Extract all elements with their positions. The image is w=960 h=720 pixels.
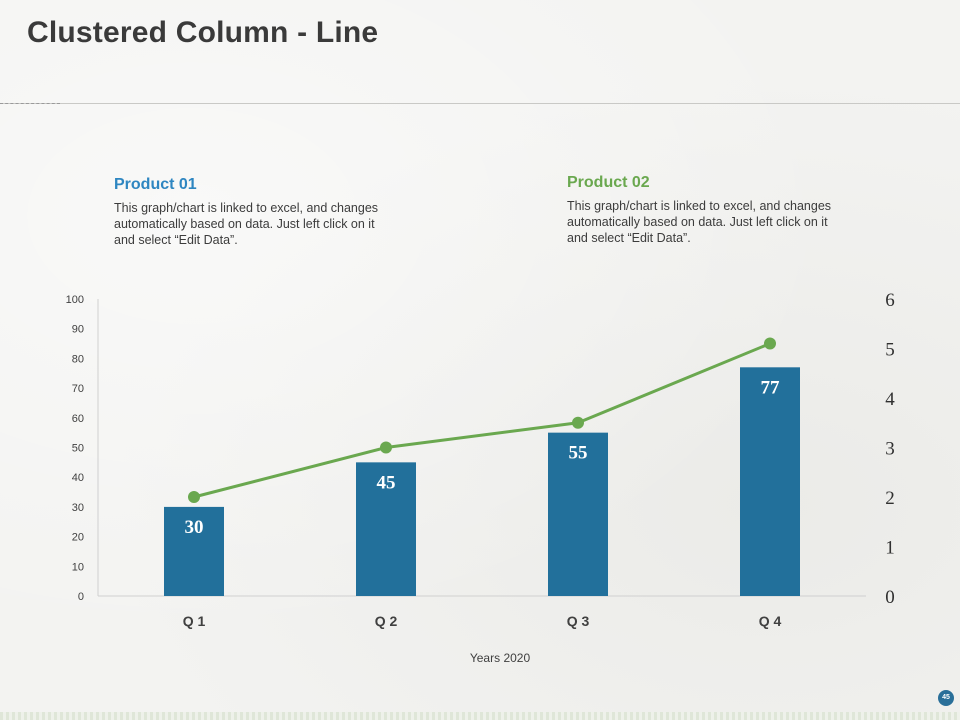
primary-axis-tick-label: 50 [72,443,84,455]
product-02-description: This graph/chart is linked to excel, and… [567,199,832,245]
bar [548,432,608,596]
secondary-axis-tick-label: 0 [885,587,895,608]
slide-title: Clustered Column - Line [27,16,379,49]
footer-strip [0,712,960,720]
bar [740,367,800,596]
category-tick-label: Q 3 [567,613,590,629]
bar-data-label: 77 [761,377,781,398]
x-axis-title: Years 2020 [470,651,531,665]
page-number-badge: 45 [938,690,954,706]
secondary-axis-tick-label: 3 [885,439,895,460]
product-01-block: Product 01 This graph/chart is linked to… [114,176,394,248]
category-tick-label: Q 4 [759,613,782,629]
line-point [572,416,584,429]
bar-data-label: 30 [185,517,204,538]
primary-axis-tick-label: 40 [72,472,84,484]
line-point [764,337,776,350]
primary-axis-tick-label: 10 [72,561,84,573]
product-01-description: This graph/chart is linked to excel, and… [114,201,379,247]
primary-axis-tick-label: 80 [72,353,84,365]
secondary-axis-tick-label: 5 [885,340,895,361]
title-divider [0,103,960,104]
category-tick-label: Q 2 [375,613,398,629]
category-tick-label: Q 1 [183,613,206,629]
line-point [380,441,392,454]
primary-axis-tick-label: 30 [72,502,84,514]
secondary-axis-tick-label: 6 [885,290,895,311]
secondary-axis-tick-label: 2 [885,488,895,509]
bar [164,506,224,596]
primary-axis-tick-label: 60 [72,413,84,425]
bar-data-label: 45 [377,472,396,493]
primary-axis-tick-label: 90 [72,324,84,336]
line-series [193,342,771,499]
product-02-block: Product 02 This graph/chart is linked to… [567,174,847,246]
bar-data-label: 55 [569,443,588,464]
primary-axis-tick-label: 0 [78,591,84,603]
line-point [188,491,200,503]
secondary-axis-tick-label: 1 [885,538,895,559]
bar [356,462,416,596]
primary-axis-tick-label: 20 [72,532,84,544]
title-divider-accent [0,103,60,104]
product-02-heading: Product 02 [567,174,650,191]
secondary-axis-tick-label: 4 [885,389,895,410]
primary-axis-tick-label: 100 [66,294,84,306]
primary-axis-tick-label: 70 [72,383,84,395]
product-01-heading: Product 01 [114,176,197,193]
